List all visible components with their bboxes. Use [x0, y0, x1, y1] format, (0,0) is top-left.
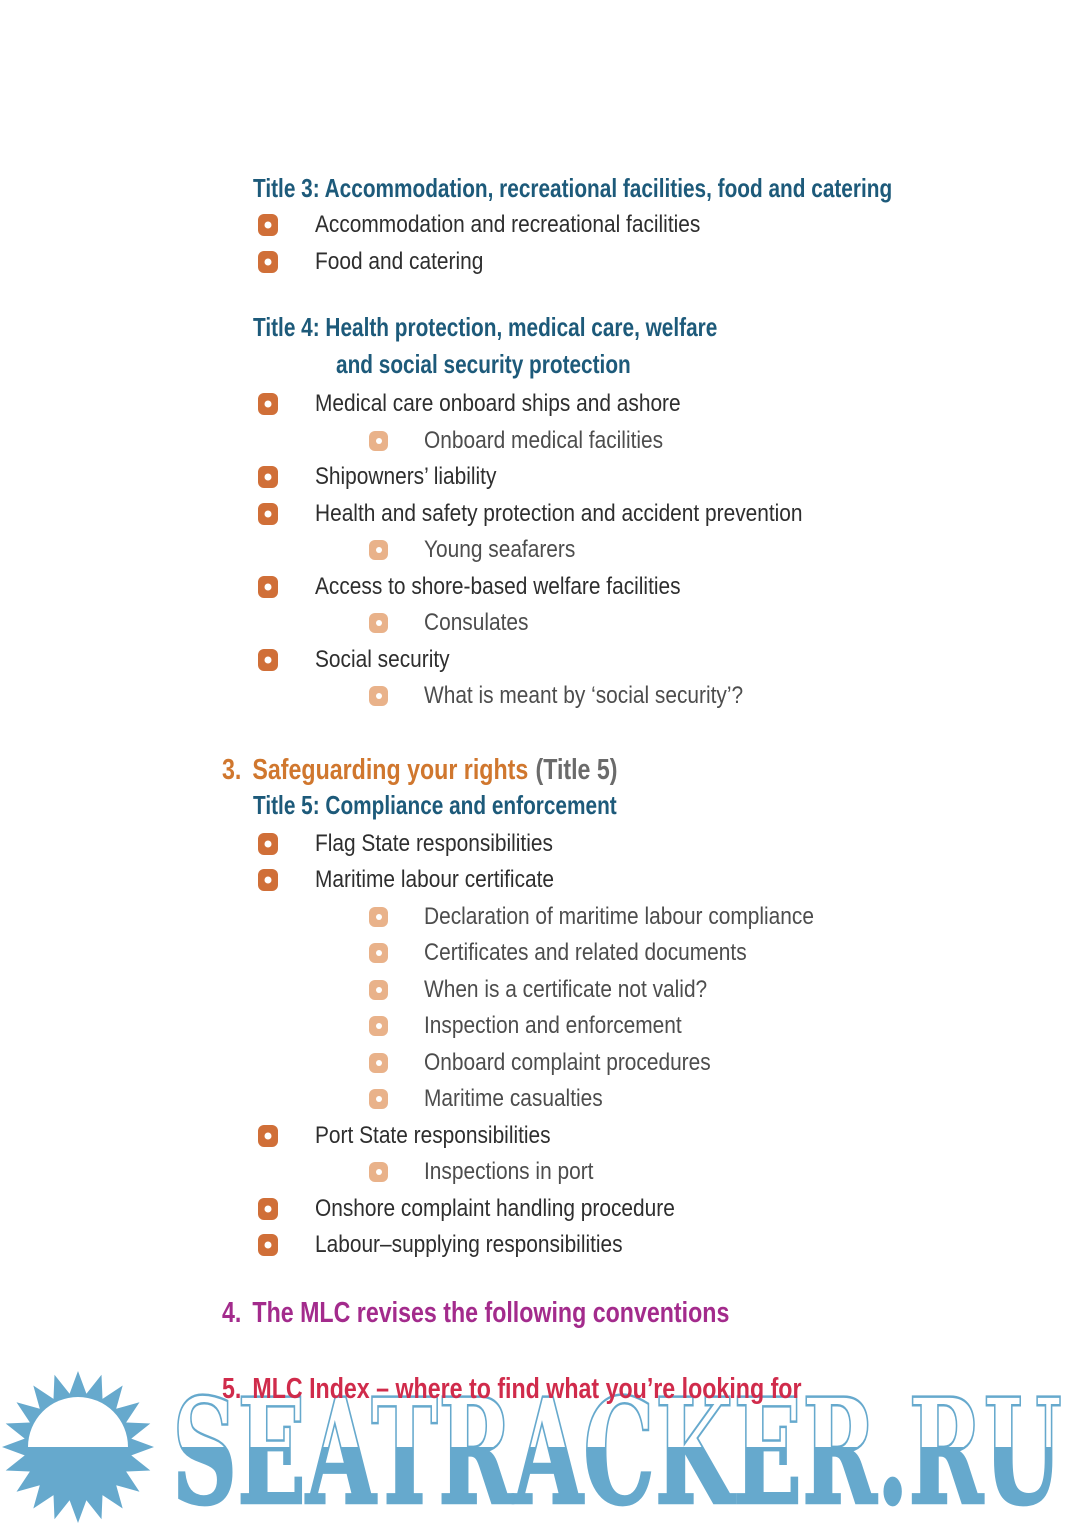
- toc-item-label: Accommodation and recreational facilitie…: [315, 211, 701, 239]
- toc-subitem: Maritime casualties: [0, 1081, 1080, 1118]
- bullet-square-light-icon: [369, 1016, 388, 1037]
- toc-subitem: What is meant by ‘social security’?: [0, 678, 1080, 715]
- title5-heading: Title 5: Compliance and enforcement: [0, 787, 1080, 824]
- toc-subitem-label: When is a certificate not valid?: [424, 975, 708, 1003]
- toc-item: Accommodation and recreational facilitie…: [0, 207, 1080, 244]
- toc-item-label: Labour–supplying responsibilities: [315, 1231, 623, 1259]
- bullet-square-icon: [258, 466, 278, 489]
- toc-item-label: Health and safety protection and acciden…: [315, 499, 803, 527]
- toc-item-label: Social security: [315, 645, 450, 673]
- title3-heading-text: Title 3: Accommodation, recreational fac…: [253, 173, 893, 203]
- toc-item-label: Shipowners’ liability: [315, 463, 497, 491]
- bullet-square-icon: [258, 832, 278, 855]
- bullet-square-icon: [258, 250, 278, 273]
- bullet-square-light-icon: [369, 540, 388, 561]
- toc-item-label: Maritime labour certificate: [315, 866, 555, 894]
- section-4-number: 4.: [222, 1296, 242, 1329]
- toc-subitem-label: Declaration of maritime labour complianc…: [424, 902, 814, 930]
- toc-item-label: Food and catering: [315, 247, 484, 275]
- toc-subitem: Consulates: [0, 605, 1080, 642]
- toc-subitem-label: Inspection and enforcement: [424, 1012, 682, 1040]
- title5-heading-text: Title 5: Compliance and enforcement: [253, 789, 617, 820]
- bullet-square-light-icon: [369, 943, 388, 964]
- section-3-number: 3.: [222, 753, 242, 786]
- section-5-title: MLC Index – where to find what you’re lo…: [252, 1372, 802, 1405]
- bullet-square-icon: [258, 393, 278, 416]
- toc-item: Access to shore-based welfare facilities: [0, 569, 1080, 606]
- sun-disc: [28, 1397, 128, 1497]
- section-4-title: The MLC revises the following convention…: [252, 1296, 730, 1329]
- toc-subitem: Onboard medical facilities: [0, 423, 1080, 460]
- toc-item: Labour–supplying responsibilities: [0, 1227, 1080, 1264]
- title4-heading-line1: Title 4: Health protection, medical care…: [253, 312, 718, 342]
- toc-subitem-label: Consulates: [424, 609, 529, 637]
- toc-item-label: Medical care onboard ships and ashore: [315, 390, 681, 418]
- toc-subitem: Inspections in port: [0, 1154, 1080, 1191]
- toc-subitem: When is a certificate not valid?: [0, 972, 1080, 1009]
- toc-item: Onshore complaint handling procedure: [0, 1191, 1080, 1228]
- toc-item-label: Port State responsibilities: [315, 1121, 551, 1149]
- table-of-contents: Title 3: Accommodation, recreational fac…: [0, 0, 1080, 1406]
- toc-item: Shipowners’ liability: [0, 459, 1080, 496]
- seatracker-watermark: SEATRACKER.RU: [2, 1370, 1063, 1527]
- title4-heading: Title 4: Health protection, medical care…: [0, 309, 1080, 383]
- bullet-square-icon: [258, 575, 278, 598]
- bullet-square-light-icon: [369, 1052, 388, 1073]
- toc-item: Medical care onboard ships and ashore: [0, 386, 1080, 423]
- bullet-square-light-icon: [369, 686, 388, 707]
- bullet-square-light-icon: [369, 1089, 388, 1110]
- toc-subitem: Young seafarers: [0, 532, 1080, 569]
- title4-items: Medical care onboard ships and ashore On…: [0, 386, 1080, 715]
- toc-subitem: Certificates and related documents: [0, 935, 1080, 972]
- title3-items: Accommodation and recreational facilitie…: [0, 207, 1080, 280]
- title5-items: Flag State responsibilities Maritime lab…: [0, 826, 1080, 1264]
- title3-heading: Title 3: Accommodation, recreational fac…: [0, 170, 1080, 207]
- bullet-square-light-icon: [369, 979, 388, 1000]
- toc-subitem-label: Onboard medical facilities: [424, 426, 664, 454]
- toc-item-label: Onshore complaint handling procedure: [315, 1194, 675, 1222]
- toc-item: Health and safety protection and acciden…: [0, 496, 1080, 533]
- section-3-title: Safeguarding your rights: [252, 753, 529, 786]
- toc-subitem-label: Onboard complaint procedures: [424, 1048, 711, 1076]
- bullet-square-icon: [258, 869, 278, 892]
- toc-item: Maritime labour certificate: [0, 862, 1080, 899]
- section-5-number: 5.: [222, 1372, 242, 1405]
- bullet-square-icon: [258, 502, 278, 525]
- bullet-square-icon: [258, 1234, 278, 1257]
- bullet-square-light-icon: [369, 1162, 388, 1183]
- bullet-square-icon: [258, 214, 278, 237]
- bullet-square-icon: [258, 1197, 278, 1220]
- bullet-square-light-icon: [369, 613, 388, 634]
- bullet-square-light-icon: [369, 906, 388, 927]
- toc-subitem-label: Certificates and related documents: [424, 939, 747, 967]
- title4-heading-line2: and social security protection: [336, 349, 631, 379]
- toc-subitem: Inspection and enforcement: [0, 1008, 1080, 1045]
- bullet-square-icon: [258, 1124, 278, 1147]
- section-4-heading: 4. The MLC revises the following conventi…: [0, 1296, 1080, 1330]
- bullet-square-icon: [258, 648, 278, 671]
- section-3-heading: 3. Safeguarding your rights (Title 5): [0, 753, 1080, 787]
- section-5-heading: 5. MLC Index – where to find what you’re …: [0, 1372, 1080, 1406]
- section-3-suffix: (Title 5): [535, 753, 618, 786]
- toc-subitem-label: Young seafarers: [424, 536, 576, 564]
- toc-item: Social security: [0, 642, 1080, 679]
- toc-item-label: Flag State responsibilities: [315, 829, 553, 857]
- toc-item: Port State responsibilities: [0, 1118, 1080, 1155]
- watermark-text: SEATRACKER.RU: [172, 1370, 1062, 1527]
- toc-item-label: Access to shore-based welfare facilities: [315, 572, 681, 600]
- bullet-square-light-icon: [369, 430, 388, 451]
- toc-item: Food and catering: [0, 244, 1080, 281]
- toc-subitem: Declaration of maritime labour complianc…: [0, 899, 1080, 936]
- toc-subitem: Onboard complaint procedures: [0, 1045, 1080, 1082]
- toc-subitem-label: Inspections in port: [424, 1158, 594, 1186]
- toc-subitem-label: Maritime casualties: [424, 1085, 603, 1113]
- toc-item: Flag State responsibilities: [0, 826, 1080, 863]
- toc-subitem-label: What is meant by ‘social security’?: [424, 682, 744, 710]
